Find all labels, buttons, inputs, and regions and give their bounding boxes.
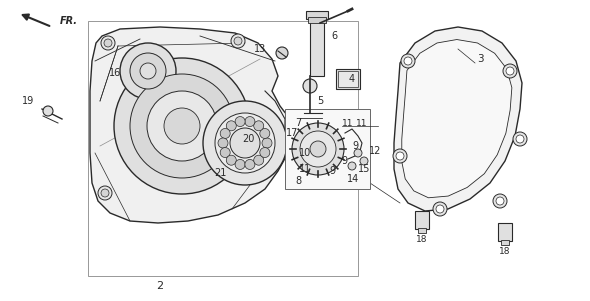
Circle shape	[254, 155, 264, 165]
Circle shape	[516, 135, 524, 143]
Circle shape	[101, 189, 109, 197]
Circle shape	[276, 47, 288, 59]
Circle shape	[503, 64, 517, 78]
Circle shape	[300, 131, 336, 167]
Circle shape	[43, 106, 53, 116]
Circle shape	[140, 63, 156, 79]
Text: 14: 14	[347, 174, 359, 184]
Text: 4: 4	[349, 74, 355, 84]
Circle shape	[436, 205, 444, 213]
Text: 13: 13	[254, 44, 266, 54]
Bar	[310, 18, 324, 76]
Circle shape	[404, 57, 412, 65]
Bar	[501, 240, 509, 245]
Circle shape	[310, 141, 326, 157]
Circle shape	[245, 116, 255, 126]
Circle shape	[104, 39, 112, 47]
Circle shape	[130, 53, 166, 89]
Circle shape	[254, 121, 264, 131]
Circle shape	[401, 54, 415, 68]
Circle shape	[348, 162, 356, 170]
Polygon shape	[402, 39, 512, 198]
Circle shape	[231, 34, 245, 48]
Text: 9: 9	[329, 166, 335, 176]
Circle shape	[235, 160, 245, 169]
Text: 18: 18	[499, 247, 511, 256]
Circle shape	[234, 37, 242, 45]
Circle shape	[360, 157, 368, 165]
Bar	[308, 17, 326, 23]
Circle shape	[513, 132, 527, 146]
Text: 15: 15	[358, 164, 370, 174]
Circle shape	[230, 128, 260, 158]
Circle shape	[114, 58, 250, 194]
Text: 11: 11	[342, 119, 354, 128]
Text: 11: 11	[299, 164, 311, 174]
Text: 19: 19	[22, 96, 34, 106]
Circle shape	[493, 194, 507, 208]
Circle shape	[235, 116, 245, 126]
Text: 20: 20	[242, 134, 254, 144]
Text: 17: 17	[286, 128, 298, 138]
Text: 9: 9	[352, 141, 358, 151]
Circle shape	[262, 138, 272, 148]
Text: 3: 3	[477, 54, 483, 64]
Circle shape	[292, 123, 344, 175]
Text: FR.: FR.	[60, 16, 78, 26]
Text: 10: 10	[299, 148, 311, 158]
Text: 21: 21	[214, 168, 226, 178]
Circle shape	[220, 147, 230, 157]
Circle shape	[354, 149, 362, 157]
Text: 7: 7	[295, 118, 301, 128]
Bar	[418, 228, 426, 233]
Text: 8: 8	[295, 176, 301, 186]
Circle shape	[303, 79, 317, 93]
Circle shape	[264, 155, 272, 163]
Circle shape	[261, 152, 275, 166]
Text: 16: 16	[109, 68, 121, 78]
Circle shape	[220, 129, 230, 138]
Polygon shape	[394, 27, 522, 211]
Circle shape	[496, 197, 504, 205]
Circle shape	[215, 113, 275, 173]
Bar	[285, 109, 370, 189]
Circle shape	[245, 160, 255, 169]
Text: 6: 6	[331, 31, 337, 41]
Circle shape	[130, 74, 234, 178]
Circle shape	[260, 147, 270, 157]
Circle shape	[218, 138, 228, 148]
Text: 11: 11	[356, 119, 368, 128]
Circle shape	[393, 149, 407, 163]
Text: 12: 12	[369, 146, 381, 156]
Bar	[88, 21, 358, 276]
Text: 9: 9	[341, 156, 347, 166]
Circle shape	[120, 43, 176, 99]
Circle shape	[506, 67, 514, 75]
Text: 2: 2	[156, 281, 163, 291]
Bar	[415, 211, 429, 229]
Polygon shape	[90, 27, 292, 223]
Text: 5: 5	[317, 96, 323, 106]
Bar	[336, 69, 360, 89]
Circle shape	[203, 101, 287, 185]
Circle shape	[98, 186, 112, 200]
Circle shape	[260, 129, 270, 138]
Circle shape	[101, 36, 115, 50]
Circle shape	[147, 91, 217, 161]
Circle shape	[227, 155, 236, 165]
Bar	[338, 71, 358, 87]
Circle shape	[164, 108, 200, 144]
Text: 18: 18	[417, 234, 428, 244]
Bar	[498, 223, 512, 241]
Circle shape	[227, 121, 236, 131]
Circle shape	[396, 152, 404, 160]
Bar	[306, 11, 328, 19]
Circle shape	[433, 202, 447, 216]
